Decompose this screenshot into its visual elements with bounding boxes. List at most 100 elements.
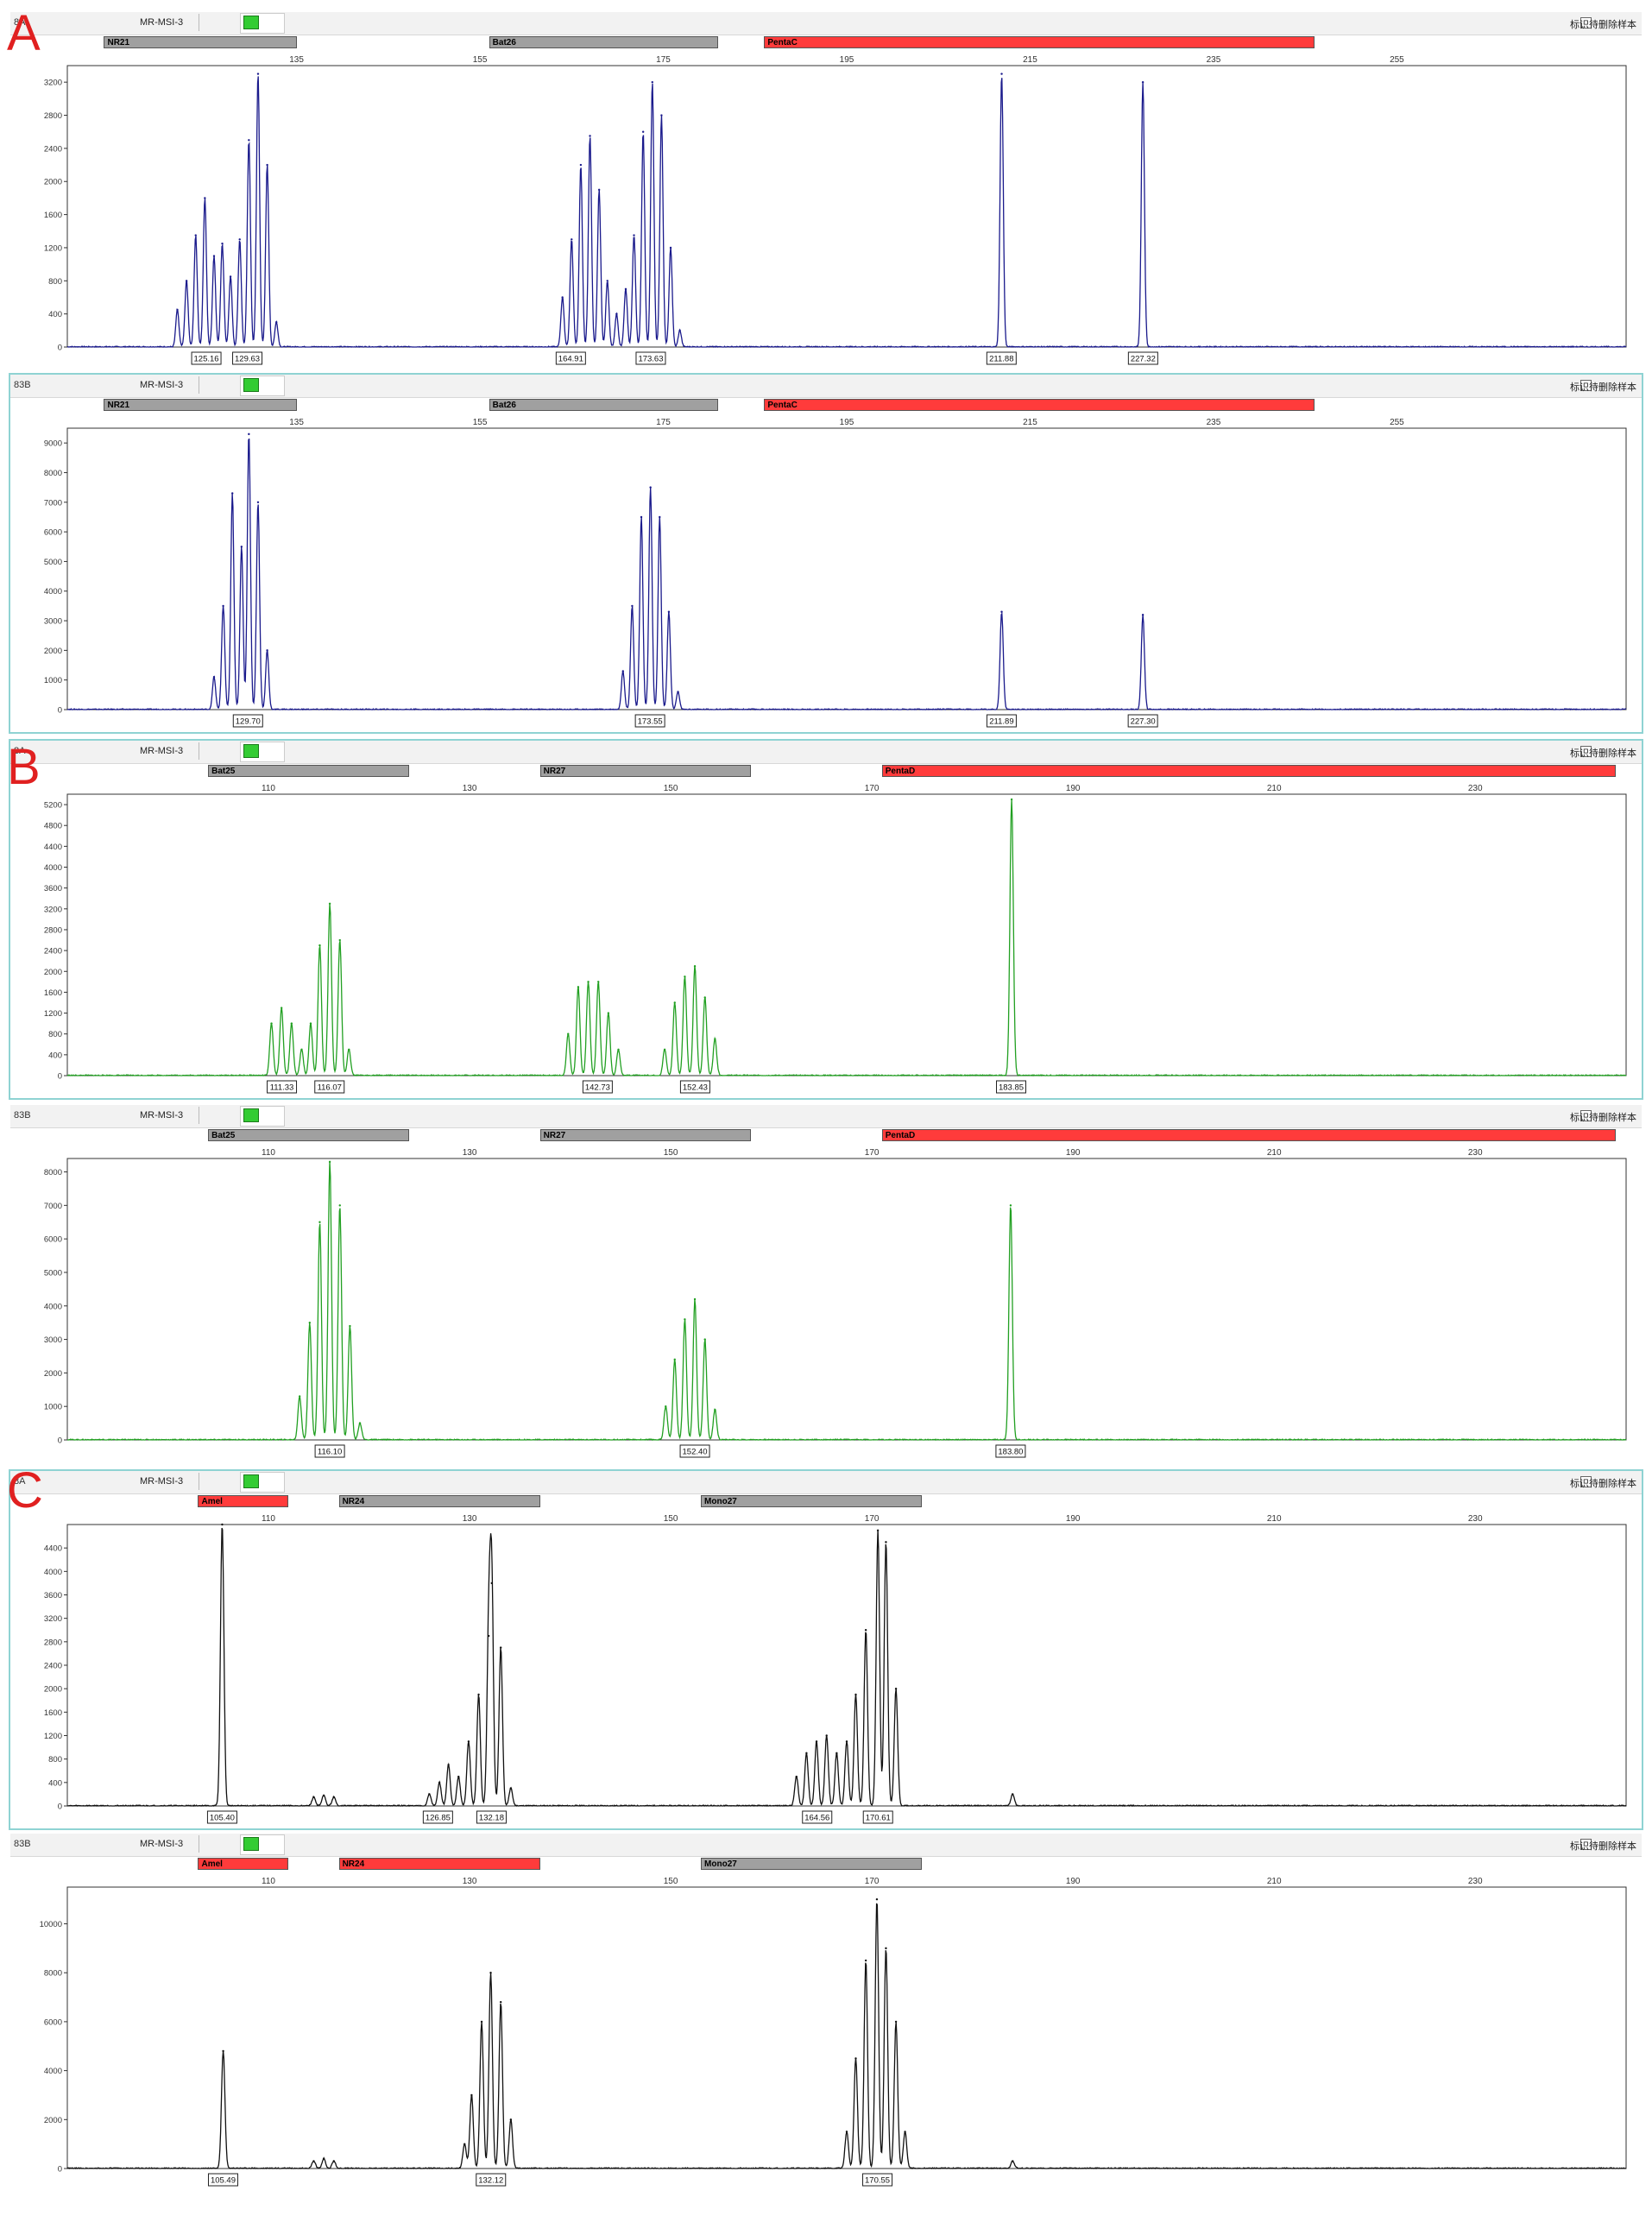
locus-bar-bat26[interactable]: Bat26 [489,399,719,411]
peak-label-box[interactable] [582,1080,613,1094]
peak-label[interactable]: 129.70 [236,717,261,727]
peak-point [607,1012,610,1014]
y-tick-label: 2000 [44,2116,62,2125]
locus-bar-pentad[interactable]: PentaD [881,1129,1617,1141]
peak-label[interactable]: 227.30 [1131,717,1156,727]
peak-label[interactable]: 105.40 [210,1814,235,1823]
peak-point [290,1022,293,1025]
peak-label[interactable]: 111.33 [270,1083,294,1093]
peak-label[interactable]: 183.80 [998,1448,1023,1457]
peak-label-box[interactable] [555,351,586,365]
peak-point [348,1048,350,1051]
peak-label[interactable]: 211.88 [989,355,1013,364]
locus-bar-nr21[interactable]: NR21 [104,399,297,411]
x-tick-label: 230 [1468,1148,1483,1158]
status-ok-icon[interactable] [243,378,259,392]
peak-label-box[interactable] [232,714,263,728]
peak-label[interactable]: 125.16 [194,355,219,364]
locus-bar-mono27[interactable]: Mono27 [701,1858,923,1870]
peak-label[interactable]: 152.43 [683,1083,708,1093]
mark-delete-checkbox[interactable] [1580,1110,1592,1121]
peak-label-box[interactable] [634,714,665,728]
peak-label-box[interactable] [679,1444,710,1458]
y-tick-label: 5000 [44,558,62,567]
peak-label[interactable]: 183.85 [999,1083,1024,1093]
peak-label[interactable]: 129.63 [235,355,260,364]
peak-label-box[interactable] [206,1810,237,1824]
mark-delete-checkbox[interactable] [1580,17,1592,28]
locus-bar-bat26[interactable]: Bat26 [489,36,719,48]
peak-label-box[interactable] [422,1810,453,1824]
plot-frame [66,1886,1627,2169]
mark-delete-checkbox[interactable] [1580,746,1592,757]
mark-delete-checkbox[interactable] [1580,1839,1592,1850]
peak-label[interactable]: 132.12 [478,2176,503,2186]
locus-bar-nr24[interactable]: NR24 [338,1858,540,1870]
peak-label[interactable]: 105.49 [211,2176,236,2186]
peak-label[interactable]: 132.18 [479,1814,504,1823]
peak-label[interactable]: 227.32 [1131,355,1156,364]
mark-delete-checkbox[interactable] [1580,380,1592,391]
y-tick-label: 8000 [44,1168,62,1177]
locus-bar-nr21[interactable]: NR21 [104,36,297,48]
peak-label-box[interactable] [314,1444,345,1458]
status-ok-icon[interactable] [243,744,259,758]
peak-label[interactable]: 173.63 [638,355,663,364]
peak-label[interactable]: 116.07 [318,1083,342,1093]
peak-label-box[interactable] [207,2173,238,2187]
locus-bar-pentac[interactable]: PentaC [764,36,1315,48]
peak-label-box[interactable] [996,1080,1027,1094]
locus-bar-nr24[interactable]: NR24 [338,1495,540,1507]
peak-label-box[interactable] [476,2173,507,2187]
locus-bar-pentad[interactable]: PentaD [881,765,1617,777]
peak-point [480,2020,483,2023]
peak-label[interactable]: 173.55 [638,717,663,727]
peak-label-box[interactable] [995,1444,1026,1458]
locus-bar-amel[interactable]: Amel [198,1858,289,1870]
locus-bar-amel[interactable]: Amel [198,1495,289,1507]
peak-label[interactable]: 164.91 [558,355,583,364]
locus-bar-bat25[interactable]: Bat25 [208,765,410,777]
x-tick-label: 210 [1267,1514,1282,1524]
peak-label-box[interactable] [679,1080,710,1094]
locus-bar-nr27[interactable]: NR27 [539,1129,752,1141]
locus-bar-nr27[interactable]: NR27 [539,765,752,777]
status-ok-icon[interactable] [243,16,259,29]
peak-label[interactable]: 211.89 [989,717,1013,727]
peak-label[interactable]: 164.56 [804,1814,829,1823]
x-tick-label: 130 [463,1514,477,1524]
locus-bar-bat25[interactable]: Bat25 [208,1129,410,1141]
signal-trace [66,799,1627,1076]
status-ok-icon[interactable] [243,1108,259,1122]
peak-label-box[interactable] [1127,714,1158,728]
sample-id: 83B [14,380,31,390]
status-ok-icon[interactable] [243,1837,259,1851]
status-ok-icon[interactable] [243,1474,259,1488]
peak-label-box[interactable] [986,351,1017,365]
electropherogram-A-8A: 8A MR-MSI-3 标识待删除样本 NR21 Bat26 PentaC 135 155 17… [10,12,1642,369]
mark-delete-checkbox[interactable] [1580,1476,1592,1487]
peak-label-box[interactable] [802,1810,833,1824]
peak-label[interactable]: 126.85 [426,1814,451,1823]
peak-label[interactable]: 142.73 [585,1083,610,1093]
locus-bar-mono27[interactable]: Mono27 [701,1495,923,1507]
locus-bar-pentac[interactable]: PentaC [764,399,1315,411]
peak-label[interactable]: 170.61 [866,1814,891,1823]
peak-label-box[interactable] [191,351,222,365]
peak-label[interactable]: 170.55 [865,2176,890,2186]
peak-label-box[interactable] [267,1080,298,1094]
peak-label-box[interactable] [986,714,1017,728]
y-tick-label: 1600 [44,211,62,220]
peak-label-box[interactable] [314,1080,345,1094]
x-tick-label: 210 [1267,1877,1282,1886]
peak-label-box[interactable] [476,1810,507,1824]
y-tick-label: 2000 [44,647,62,656]
peak-label-box[interactable] [232,351,263,365]
peak-label-box[interactable] [862,1810,893,1824]
peak-label-box[interactable] [862,2173,893,2187]
peak-point [457,1775,460,1778]
peak-label-box[interactable] [1127,351,1158,365]
peak-label[interactable]: 152.40 [683,1448,708,1457]
peak-label[interactable]: 116.10 [318,1448,342,1457]
peak-label-box[interactable] [635,351,666,365]
